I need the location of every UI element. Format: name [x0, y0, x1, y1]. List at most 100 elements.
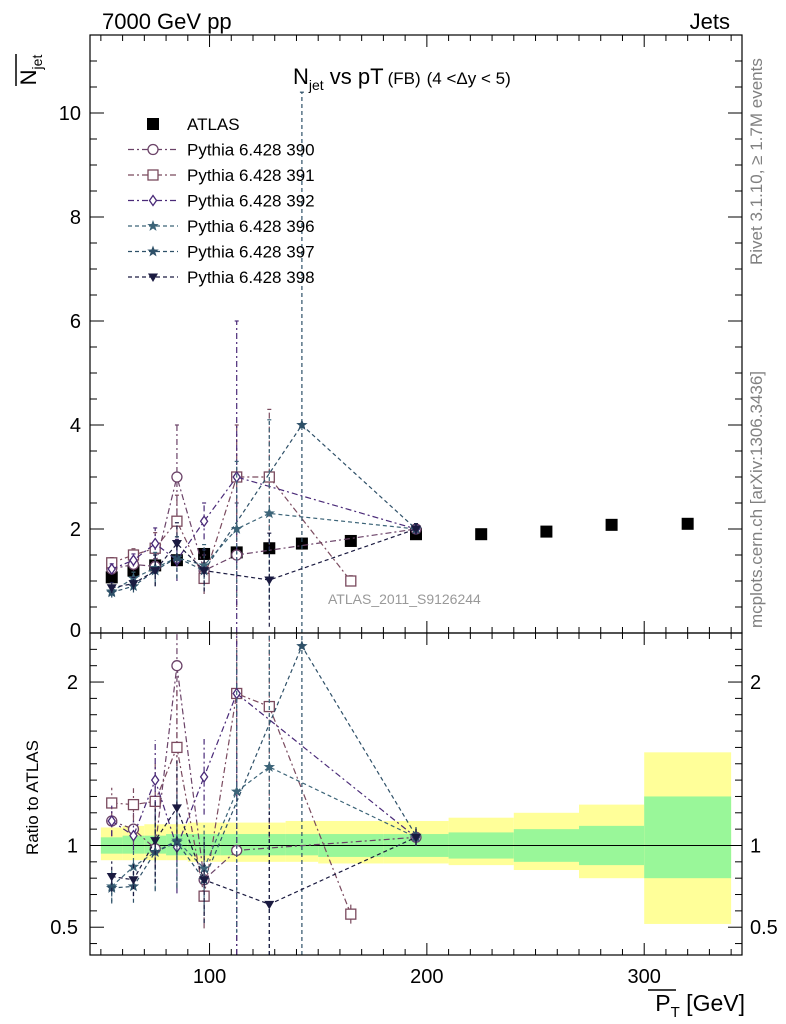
plot-title-fb: (FB)	[388, 69, 421, 88]
series-point	[106, 584, 117, 593]
uncertainty-bands	[90, 752, 742, 924]
x-tick-label: 200	[410, 966, 443, 988]
legend-label: Pythia 6.428 391	[187, 166, 315, 185]
ratio-point	[230, 785, 243, 797]
legend-item-3: Pythia 6.428 392	[128, 192, 315, 211]
header-energy-label: 7000 GeV pp	[102, 9, 232, 34]
inner-band-bin	[644, 796, 732, 879]
ratio-y-tick-label: 1	[67, 835, 78, 857]
ratio-point	[129, 829, 138, 842]
mcplots-reference-label: mcplots.cern.ch [arXiv:1306.3436]	[747, 371, 766, 628]
ratio-point	[345, 908, 357, 920]
y-tick-label: 2	[70, 519, 81, 541]
series-line-main	[111, 476, 417, 570]
legend-item-5: Pythia 6.428 397	[128, 243, 315, 262]
legend-label: ATLAS	[187, 115, 240, 134]
legend-marker	[147, 245, 159, 257]
series-point	[150, 567, 161, 576]
series-point	[150, 537, 160, 550]
ratio-y-axis-label: Ratio to ATLAS	[23, 740, 42, 855]
svg-text:PT [GeV]: PT [GeV]	[655, 990, 745, 1021]
y-axis-label-sub: jet	[29, 55, 45, 71]
x-tick-label: 300	[628, 966, 661, 988]
atlas-point	[681, 517, 694, 530]
inner-band-bin	[253, 834, 286, 856]
ratio-point	[150, 773, 160, 787]
legend-marker	[147, 169, 159, 181]
y-tick-label: 4	[70, 415, 81, 437]
y-tick-label: 6	[70, 311, 81, 333]
y-tick-label: 8	[70, 207, 81, 229]
legend-marker	[147, 143, 159, 156]
plot-title-main: N	[293, 64, 309, 89]
series-point	[411, 525, 421, 534]
series-line-ratio	[111, 692, 352, 915]
ratio-y-tick-label: 2	[67, 672, 78, 694]
x-tick-label: 100	[193, 966, 226, 988]
series-4	[106, 419, 422, 955]
data-series	[105, 91, 694, 955]
ratio-point	[107, 814, 117, 828]
svg-text:Njet: Njet	[16, 55, 45, 86]
atlas-point	[344, 534, 357, 547]
analysis-watermark: ATLAS_2011_S9126244	[328, 591, 481, 607]
legend-marker	[147, 220, 159, 231]
ratio-y-tick-label: 0.5	[50, 917, 78, 939]
legend-item-4: Pythia 6.428 396	[128, 217, 315, 236]
legend-item-2: Pythia 6.428 391	[128, 166, 315, 185]
ratio-point	[198, 862, 210, 874]
series-line-main	[111, 476, 352, 582]
y-tick-label-zero: 0	[70, 620, 81, 642]
series-point	[199, 567, 210, 576]
ratio-point	[127, 798, 140, 811]
ratio-point	[199, 770, 209, 783]
legend-marker	[148, 194, 158, 207]
x-axis-label-unit: [GeV]	[680, 990, 745, 1016]
plot-title-vs: vs pT	[324, 64, 384, 89]
series-point	[263, 507, 276, 519]
series-point	[345, 575, 357, 587]
ratio-y-tick-label-right: 2	[750, 672, 761, 694]
y-axis-label-main: N	[16, 69, 41, 85]
series-point	[171, 471, 183, 483]
plot-title-range: (4 <Δy < 5)	[427, 69, 511, 88]
series-point	[171, 515, 183, 527]
x-axis-label-main: P	[655, 990, 670, 1016]
series-1	[106, 424, 422, 955]
ratio-frame	[89, 632, 743, 956]
atlas-point	[540, 525, 553, 538]
series-point	[230, 523, 243, 534]
ratio-point	[263, 761, 276, 772]
x-axis-label: PT [GeV]	[648, 989, 745, 1021]
ratio-y-tick-label-right: 0.5	[750, 917, 778, 939]
inner-band-bin	[285, 834, 319, 856]
series-point	[107, 562, 117, 576]
legend-label: Pythia 6.428 396	[187, 217, 315, 236]
legend-item-1: Pythia 6.428 390	[128, 141, 315, 160]
legend-marker	[148, 273, 158, 282]
legend-label: Pythia 6.428 398	[187, 268, 315, 287]
legend-item-0: ATLAS	[147, 115, 240, 134]
rivet-version-label: Rivet 3.1.10, ≥ 1.7M events	[747, 58, 766, 265]
series-point	[171, 540, 182, 549]
header-jets-label: Jets	[690, 9, 730, 34]
ratio-point	[264, 900, 275, 910]
ratio-point	[171, 741, 183, 754]
atlas-point	[105, 571, 118, 584]
legend-item-6: Pythia 6.428 398	[128, 268, 315, 287]
series-point	[199, 515, 209, 528]
ratio-point	[296, 640, 308, 651]
series-point	[296, 419, 308, 430]
legend-label: Pythia 6.428 397	[187, 243, 315, 262]
plot-frames	[89, 34, 743, 956]
ratio-point	[171, 804, 182, 813]
legend-label: Pythia 6.428 392	[187, 192, 315, 211]
plot-title: Njet vs pT (FB) (4 <Δy < 5)	[293, 64, 511, 93]
atlas-point	[605, 518, 618, 531]
atlas-point	[475, 528, 488, 541]
series-point	[128, 580, 139, 589]
ratio-point	[171, 660, 183, 672]
series-line-ratio	[111, 766, 417, 887]
